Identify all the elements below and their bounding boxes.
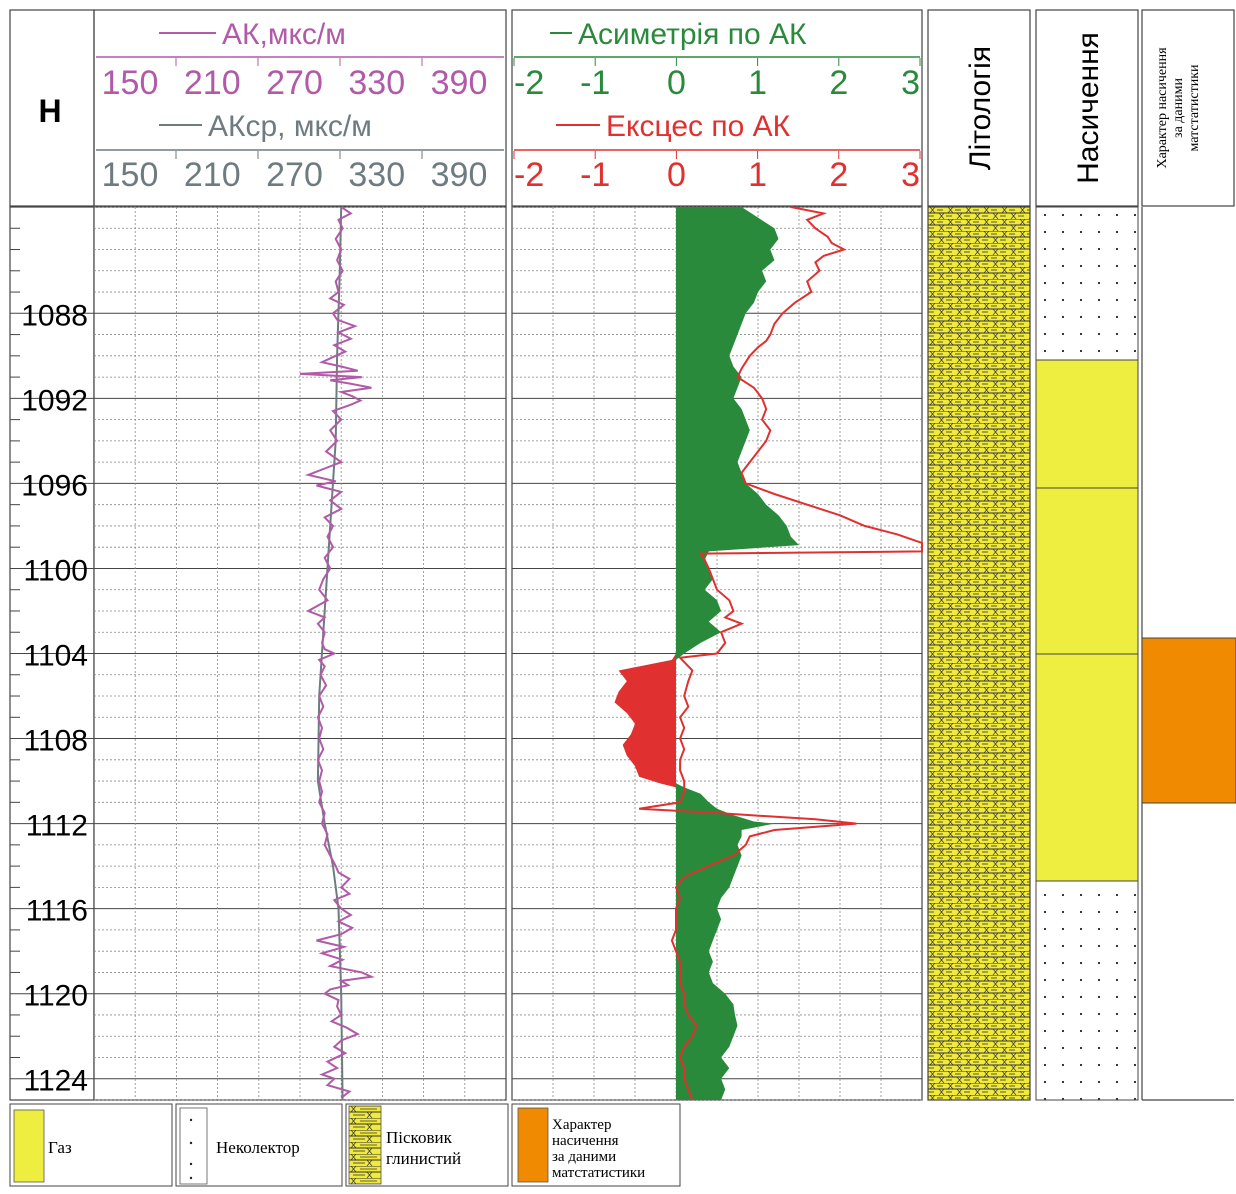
scale-tick-label: -2 [514,156,544,194]
depth-tick-label: 1116 [26,895,88,928]
legend-gas-swatch [13,1109,45,1183]
saturation-gas-interval [1035,653,1139,882]
ak-header-box [93,9,507,207]
excess-curve [638,206,923,1101]
saturation-gas-interval [1035,359,1139,489]
ak-curve-label: АК,мкс/м [222,18,346,51]
legend-sandstone-label-1: Пісковик [386,1128,453,1147]
scale-tick-label: 3 [901,156,920,194]
scale-tick-label: 270 [266,64,323,102]
legend-noncollector-swatch [179,1107,208,1185]
asym-curve-label: Асиметрія по АК [578,18,807,51]
scale-tick-label: 2 [829,156,848,194]
legend-matstat-swatch [517,1107,549,1183]
depth-tick-label: 1120 [23,980,88,1013]
ak-curves [299,206,375,1101]
saturation-noncollector-interval [1035,206,1139,361]
lithology-sandstone-interval [927,206,1031,1101]
akavg-scale-ticks: 150 210 270 330 390 [102,151,488,194]
depth-tick-label: 1092 [21,384,88,417]
depth-tick-label: 1112 [26,810,88,843]
legend-matstat-label-2: насичення [552,1133,619,1149]
scale-tick-label: 150 [102,156,159,194]
scale-tick-label: 150 [102,64,159,102]
saturation-header-box [1035,9,1139,207]
scale-tick-label: 2 [829,64,848,102]
scale-tick-label: 1 [748,156,767,194]
svg-text:за даними: за даними [1171,78,1186,138]
asymmetry-positive-fill [676,207,799,1100]
ak-curve [299,206,375,1099]
akavg-curve-label: АКср, мкс/м [208,110,372,143]
scale-tick-label: 390 [431,64,488,102]
scale-tick-label: 270 [266,156,323,194]
stats-curves [614,206,923,1101]
matstat-header-box [1141,9,1235,207]
scale-tick-label: 210 [184,156,241,194]
ak-scale-ticks: 150 210 270 330 390 [102,58,488,102]
svg-text:матстатистики: матстатистики [1187,64,1202,151]
legend-matstat-label-3: за даними [552,1149,616,1165]
depth-tick-label: 1124 [23,1065,88,1098]
saturation-gas-interval [1035,487,1139,655]
legend-gas-label: Газ [48,1138,72,1157]
saturation-header: Насичення [1072,32,1105,184]
scale-tick-label: 390 [431,156,488,194]
lithology-header-box [927,9,1031,207]
depth-axis: 1088 1092 1096 1100 1104 1108 1112 1116 1120 1124 [10,206,94,1101]
depth-tick-label: 1100 [23,554,88,587]
legend-sandstone-label-2: глинистий [386,1149,461,1168]
ak-grid [94,206,506,1101]
depth-header: H [38,93,61,129]
legend-matstat-label-4: матстатистики [552,1165,645,1181]
scale-tick-label: 0 [667,64,686,102]
scale-tick-label: 210 [184,64,241,102]
matstat-header: Характер насичення за даними матстатисти… [1155,47,1202,169]
scale-tick-label: -1 [580,64,610,102]
legend-noncollector-label: Неколектор [216,1138,300,1157]
scale-tick-label: 330 [348,156,405,194]
legend-sandstone-swatch [348,1105,382,1185]
depth-tick-label: 1108 [23,725,88,758]
exc-curve-label: Ексцес по АК [606,110,791,143]
svg-text:Характер насичення: Характер насичення [1155,47,1170,169]
stats-header-box [511,9,923,207]
saturation-noncollector-interval [1035,880,1139,1101]
depth-tick-label: 1104 [23,640,88,673]
lithology-header: Літологія [964,46,997,170]
exc-scale-ticks: -2 -1 0 1 2 3 [513,151,921,194]
depth-tick-label: 1096 [21,469,88,502]
matstat-interval [1141,637,1236,804]
scale-tick-label: -2 [514,64,544,102]
scale-tick-label: 3 [901,64,920,102]
depth-tick-label: 1088 [21,299,88,332]
legend-matstat-label-1: Характер [552,1117,611,1133]
asym-scale-ticks: -2 -1 0 1 2 3 [513,58,921,102]
scale-tick-label: 330 [348,64,405,102]
scale-tick-label: 0 [667,156,686,194]
scale-tick-label: 1 [748,64,767,102]
scale-tick-label: -1 [580,156,610,194]
